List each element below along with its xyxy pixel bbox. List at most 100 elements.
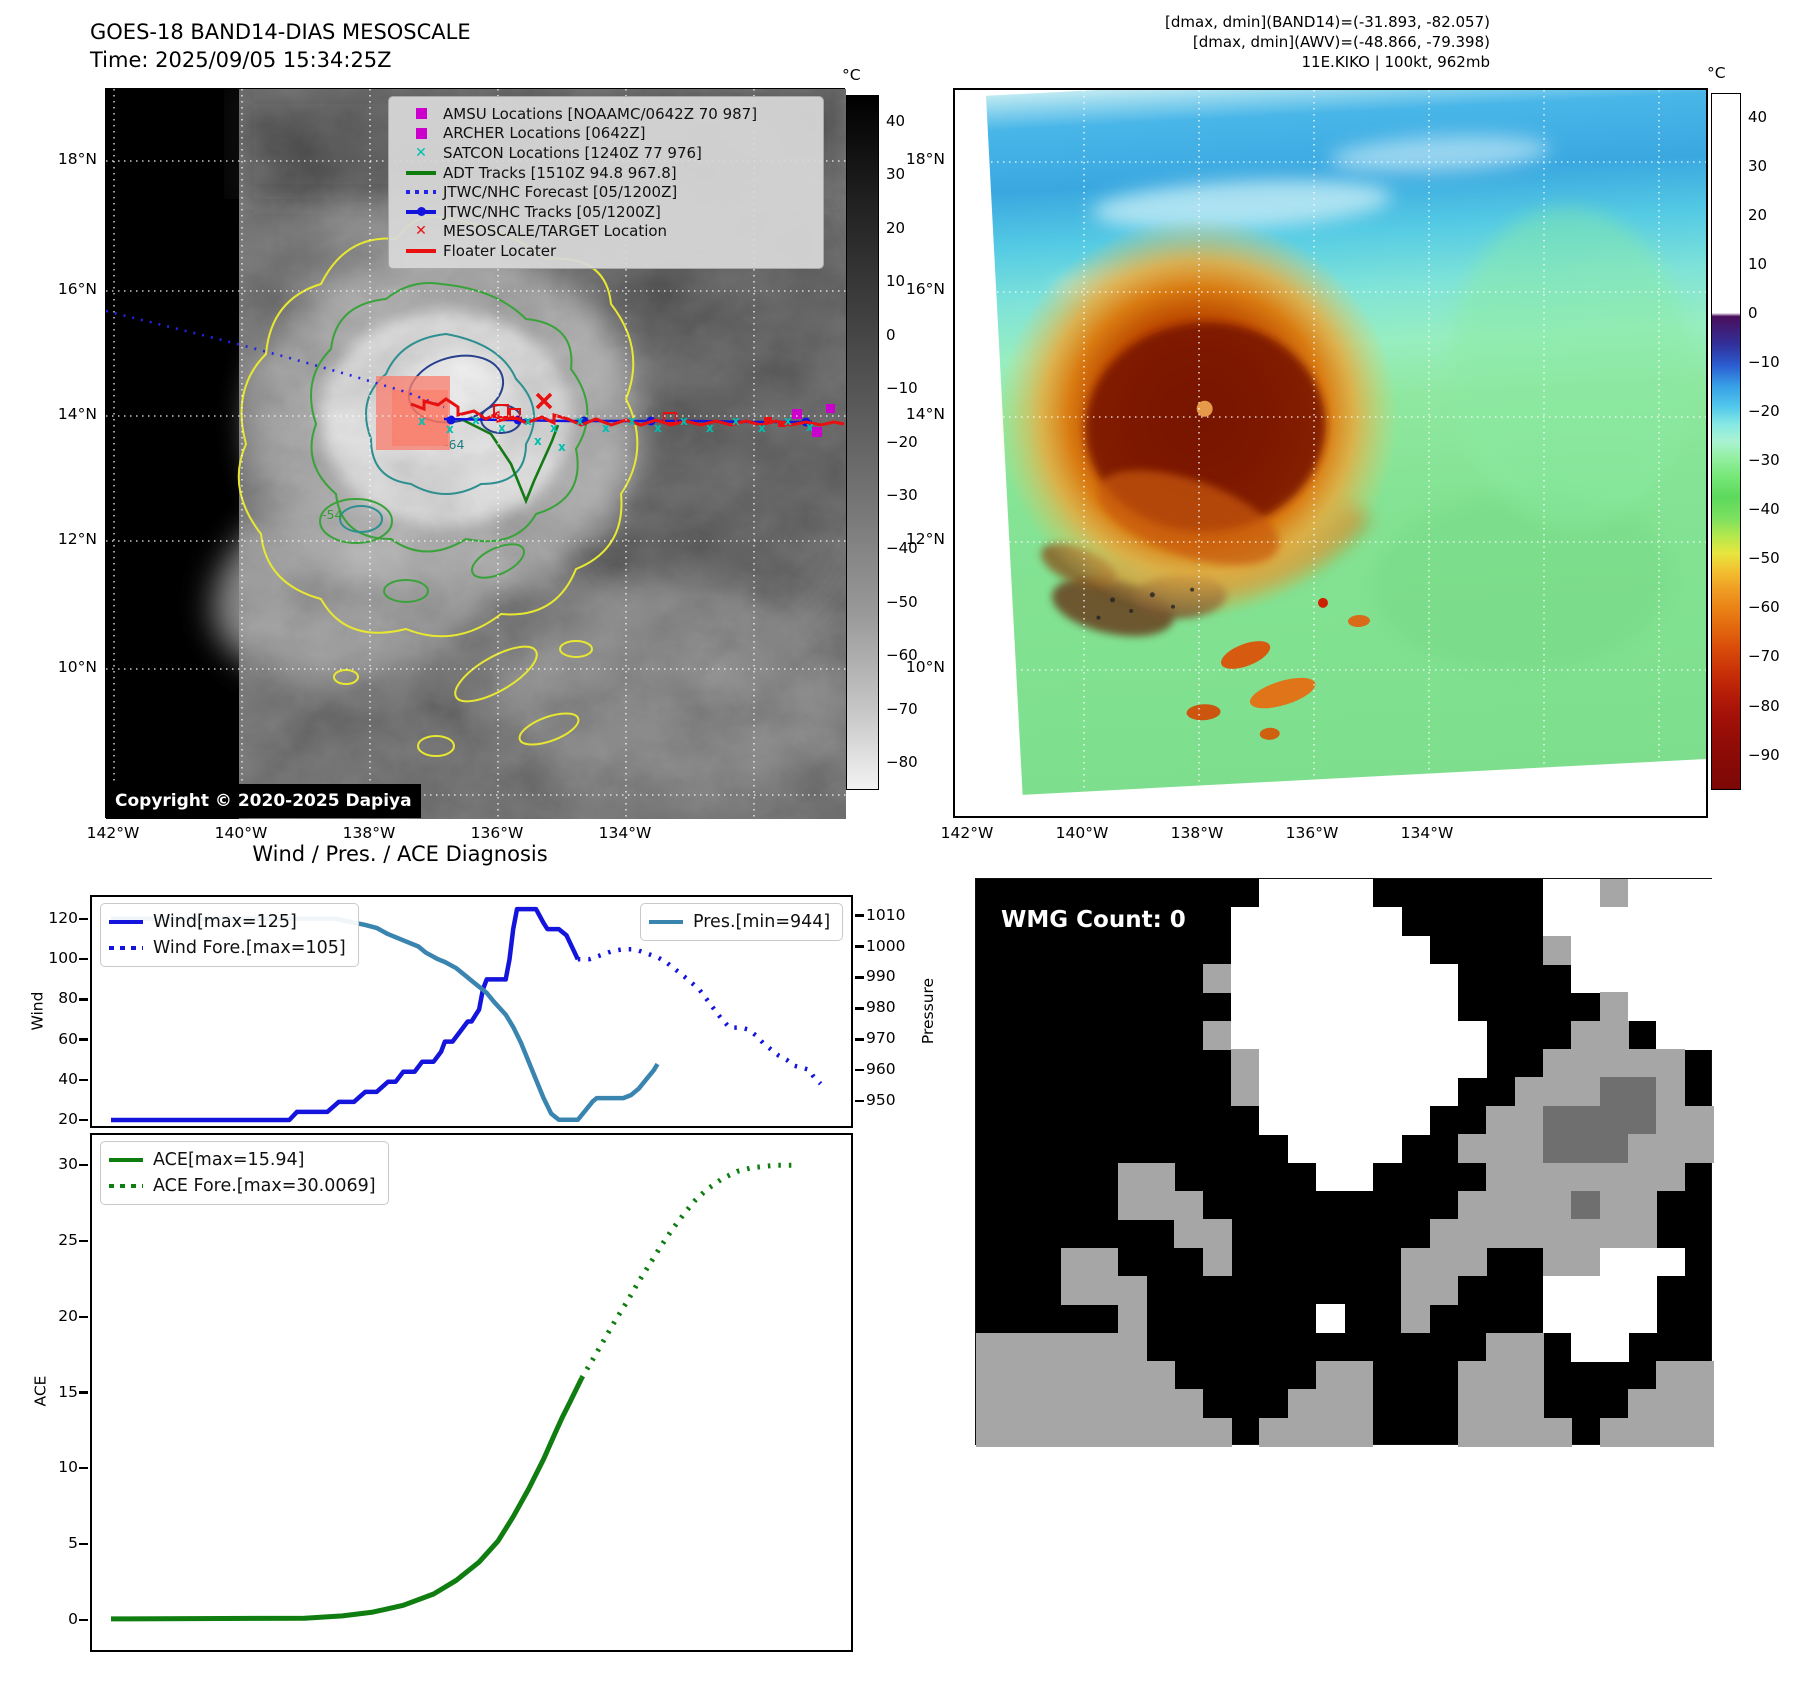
- awv-colorbar: [1711, 93, 1741, 790]
- wmg-cell: [1542, 1049, 1572, 1079]
- wmg-cell: [1684, 1020, 1714, 1050]
- wmg-cell: [1571, 1275, 1601, 1305]
- band14-colorbar-tick: 0: [886, 325, 896, 344]
- contour-label-54: -54: [322, 507, 342, 522]
- wmg-cell: [1032, 1389, 1062, 1419]
- wmg-cell: [1202, 1417, 1232, 1447]
- awv-colorbar-tick: −10: [1748, 352, 1780, 371]
- wmg-cell: [1344, 935, 1374, 965]
- wmg-cell: [1684, 907, 1714, 937]
- svg-text:x: x: [758, 421, 766, 435]
- wmg-cell: [1146, 1389, 1175, 1419]
- wmg-cell: [1089, 1360, 1119, 1390]
- wmg-cell: [1627, 992, 1657, 1022]
- wmg-cell: [1231, 1077, 1261, 1107]
- wmg-cell: [1287, 1020, 1317, 1050]
- wmg-cell: [1514, 1077, 1544, 1107]
- wmg-cell: [1457, 1360, 1487, 1390]
- wmg-cell: [1486, 1162, 1516, 1192]
- wmg-cell: [1656, 1049, 1686, 1079]
- map-legend-label: ARCHER Locations [0642Z]: [443, 124, 646, 143]
- wmg-cell: [1486, 1134, 1516, 1164]
- wmg-cell: [1656, 1417, 1686, 1447]
- band14-colorbar-tick: −70: [886, 699, 918, 718]
- wmg-cell: [1061, 1389, 1090, 1419]
- wind_pres-ytick-right: 960: [866, 1060, 896, 1079]
- svg-text:x: x: [576, 414, 584, 428]
- wmg-cell: [1486, 1417, 1516, 1447]
- wmg-cell: [1599, 1020, 1629, 1050]
- svg-text:x: x: [558, 440, 566, 454]
- wmg-cell: [1316, 1389, 1346, 1419]
- wmg-cell: [1486, 1332, 1516, 1362]
- svg-text:x: x: [534, 434, 542, 448]
- awv-colorbar-tick: −20: [1748, 402, 1780, 421]
- wmg-cell: [1316, 992, 1346, 1022]
- wmg-cell: [1146, 1417, 1175, 1447]
- wmg-cell: [1344, 1049, 1374, 1079]
- wmg-cell: [1542, 1304, 1572, 1334]
- band14-lon-tick: 136°W: [470, 824, 524, 842]
- wmg-cell: [1627, 1247, 1657, 1277]
- map-legend-item: AMSU Locations [NOAAMC/0642Z 70 987]: [399, 104, 813, 124]
- wmg-cell: [1231, 992, 1261, 1022]
- band14-colorbar-tick: −10: [886, 379, 918, 398]
- wmg-cell: [1344, 1134, 1374, 1164]
- wmg-grid: [976, 879, 1714, 1447]
- wmg-cell: [1656, 1389, 1686, 1419]
- wmg-cell: [1684, 935, 1714, 965]
- map-legend-label: AMSU Locations [NOAAMC/0642Z 70 987]: [443, 104, 758, 123]
- map-legend-item: ARCHER Locations [0642Z]: [399, 124, 813, 144]
- wmg-cell: [1627, 1304, 1657, 1334]
- wmg-cell: [1117, 1190, 1147, 1220]
- chart-legend: ACE[max=15.94] ACE Fore.[max=30.0069]: [100, 1141, 389, 1205]
- wmg-cell: [1656, 1105, 1686, 1135]
- map-legend-item: ✕ SATCON Locations [1240Z 77 976]: [399, 143, 813, 163]
- wind_pres-ytick-left: 80: [58, 989, 78, 1008]
- wmg-cell: [1542, 1190, 1572, 1220]
- wmg-cell: [1316, 1020, 1346, 1050]
- awv-gridlines: [955, 90, 1706, 816]
- map-legend-item: ADT Tracks [1510Z 94.8 967.8]: [399, 163, 813, 183]
- map-legend-label: JTWC/NHC Tracks [05/1200Z]: [443, 202, 661, 221]
- wmg-cell: [1287, 964, 1317, 993]
- wmg-cell: [1656, 1162, 1686, 1192]
- band14-colorbar: [846, 95, 879, 790]
- band14-colorbar-tick: 20: [886, 218, 906, 237]
- band14-colorbar-tick: −40: [886, 539, 918, 558]
- awv-header: [dmax, dmin](BAND14)=(-31.893, -82.057) …: [1165, 12, 1490, 72]
- wmg-cell: [1542, 1077, 1572, 1107]
- wmg-cell: [1627, 1134, 1657, 1164]
- chart-legend-label: Wind Fore.[max=105]: [153, 938, 346, 958]
- wmg-cell: [1231, 935, 1261, 965]
- wmg-cell: [1542, 1417, 1572, 1447]
- wind_pres-ytick-right: 970: [866, 1029, 896, 1048]
- band14-map-legend: AMSU Locations [NOAAMC/0642Z 70 987] ARCH…: [388, 96, 824, 269]
- band14-lon-tick: 138°W: [342, 824, 396, 842]
- diagnosis-title: Wind / Pres. / ACE Diagnosis: [252, 842, 548, 866]
- awv-map-panel: [953, 57, 1746, 818]
- wmg-cell: [1202, 1219, 1232, 1249]
- ace-ytick-dash-left: [79, 1164, 88, 1167]
- wmg-cell: [1344, 1389, 1374, 1419]
- svg-text:x: x: [446, 422, 454, 436]
- wmg-cell: [1457, 1417, 1487, 1447]
- wmg-cell: [1316, 1304, 1346, 1334]
- wmg-cell: [1287, 1417, 1317, 1447]
- wmg-cell: [1514, 1417, 1544, 1447]
- wmg-cell: [1004, 1417, 1034, 1447]
- wmg-cell: [1174, 1389, 1204, 1419]
- wmg-cell: [1231, 1049, 1261, 1079]
- wmg-cell: [1401, 1304, 1431, 1334]
- wmg-cell: [1627, 935, 1657, 965]
- svg-text:x: x: [732, 414, 740, 428]
- map-legend-label: ADT Tracks [1510Z 94.8 967.8]: [443, 163, 677, 182]
- wmg-cell: [1344, 1162, 1374, 1192]
- wmg-cell: [1287, 992, 1317, 1022]
- wmg-cell: [1344, 1360, 1374, 1390]
- wmg-cell: [1514, 1190, 1544, 1220]
- chart-legend-item: ACE Fore.[max=30.0069]: [109, 1173, 376, 1199]
- wmg-cell: [1372, 1134, 1402, 1164]
- map-legend-item: JTWC/NHC Forecast [05/1200Z]: [399, 182, 813, 202]
- band14-lon-tick: 140°W: [214, 824, 268, 842]
